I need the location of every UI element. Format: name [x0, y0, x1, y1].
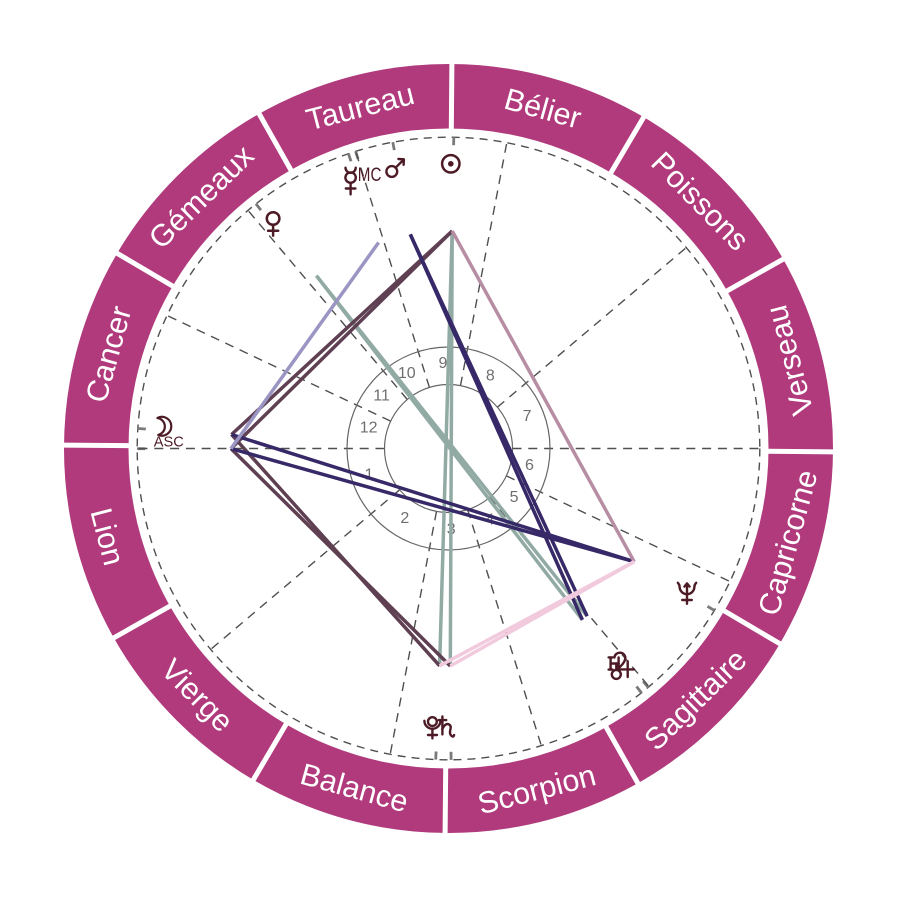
svg-text:12: 12 [360, 420, 378, 437]
svg-text:MC: MC [358, 164, 382, 186]
svg-text:9: 9 [439, 355, 448, 372]
svg-text:11: 11 [373, 388, 390, 405]
svg-text:2: 2 [400, 510, 409, 527]
svg-text:8: 8 [486, 367, 495, 384]
svg-text:7: 7 [523, 408, 532, 425]
svg-text:1: 1 [365, 466, 374, 483]
svg-text:5: 5 [510, 489, 519, 506]
svg-text:ASC: ASC [154, 434, 184, 450]
svg-text:6: 6 [525, 457, 534, 474]
